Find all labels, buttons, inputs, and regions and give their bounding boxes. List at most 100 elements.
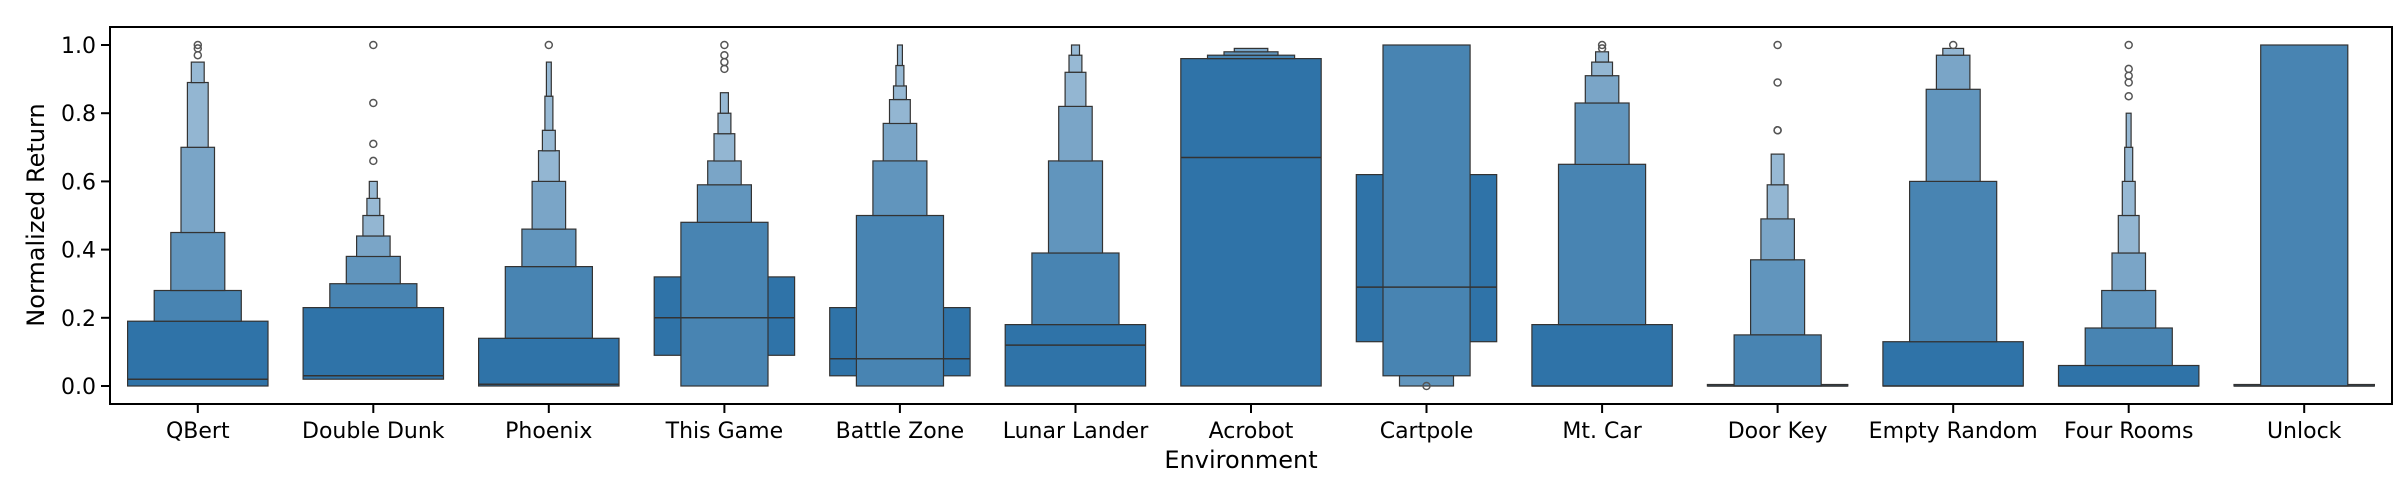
boxen-lunar-lander [1004,44,1147,387]
x-tick-label: Cartpole [1380,419,1474,444]
outlier-point [369,156,378,166]
box-level [1935,54,1971,90]
boxen-phoenix [478,40,620,387]
box-level [1594,51,1610,63]
y-axis: 0.0 0.2 0.4 0.6 0.8 1.0 [61,34,110,400]
box-level [180,146,216,234]
boxen-double-dunk [302,40,445,380]
x-tick-label: Lunar Lander [1003,419,1149,444]
box-level [2125,112,2132,148]
box-level [1180,57,1322,387]
outlier-point [1773,126,1782,135]
box-level [888,98,911,125]
x-tick-label: Unlock [2267,419,2342,444]
x-tick-label: Phoenix [505,419,592,444]
box-level [537,150,560,182]
box-level [504,266,593,339]
box-level [1925,88,1981,183]
box-level [1382,44,1471,377]
box-level [2121,180,2136,217]
box-level [170,231,226,292]
x-tick-label: This Game [665,419,783,444]
box-level [1233,47,1269,53]
x-tick-label: Double Dunk [302,419,445,444]
box-level [1070,44,1081,56]
box-level [1770,153,1785,186]
box-level [713,133,736,162]
chart-marks [126,40,2375,391]
box-level [366,197,381,217]
box-level [1047,160,1104,254]
outlier-point [2124,40,2133,50]
outlier-point [1773,78,1782,87]
boxen-empty-random [1882,40,2024,387]
outlier-point [2124,64,2133,74]
boxen-acrobot [1180,47,1322,387]
x-tick-label: QBert [166,419,230,444]
box-level [345,255,401,285]
box-level [882,122,918,162]
box-level [545,61,552,97]
box-level [2101,289,2157,329]
outlier-point [2124,78,2133,87]
outlier-point [720,57,729,67]
box-level [329,283,418,309]
box-level [1064,71,1087,108]
box-level [1733,334,1822,387]
boxen-qbert [126,40,269,387]
box-level [186,81,209,148]
outlier-point [369,139,378,149]
boxen-battle-zone [829,44,971,387]
box-level [872,160,928,217]
outlier-point [1422,381,1431,391]
box-level [2111,252,2147,292]
boxen-this-game [653,40,796,387]
outlier-point [369,40,378,50]
box-level [1058,105,1093,162]
outlier-point [720,64,729,74]
box-level [696,184,753,223]
box-level [1068,54,1083,73]
boxen-unlock [2233,44,2375,387]
boxen-door-key [1706,40,1849,387]
outlier-point [720,50,729,60]
y-tick-label: 0.0 [61,375,96,400]
box-level [1591,61,1614,77]
y-tick-label: 0.4 [61,239,96,264]
box-level [302,307,445,380]
x-tick-label: Four Rooms [2064,419,2193,444]
box-level [2260,44,2349,387]
box-level [1749,259,1806,336]
y-tick-label: 1.0 [61,34,96,59]
box-level [1760,218,1796,261]
box-level [1557,163,1647,326]
x-tick-label: Acrobot [1209,419,1294,444]
outlier-point [1773,40,1782,50]
box-level [2084,327,2173,367]
boxen-mt-car [1531,40,1673,387]
boxen-cartpole [1355,44,1498,391]
box-level [855,214,945,387]
x-tick-label: Empty Random [1869,419,2038,444]
box-level [521,228,577,268]
y-tick-label: 0.8 [61,102,96,127]
box-level [2057,364,2200,387]
box-level [368,180,378,199]
box-level [544,95,554,131]
box-level [1004,324,1147,387]
box-level [126,320,269,387]
outlier-point [720,40,729,50]
box-level [2124,146,2134,183]
box-level [541,129,556,152]
box-level [680,221,769,387]
x-tick-label: Door Key [1728,419,1828,444]
box-level [1574,102,1630,166]
box-level [478,337,620,387]
x-axis-label: Environment [1164,446,1317,474]
box-level [1908,180,1998,343]
boxen-four-rooms [2057,40,2200,387]
box-level [719,92,730,114]
box-level [1584,75,1620,104]
box-level [153,289,242,322]
